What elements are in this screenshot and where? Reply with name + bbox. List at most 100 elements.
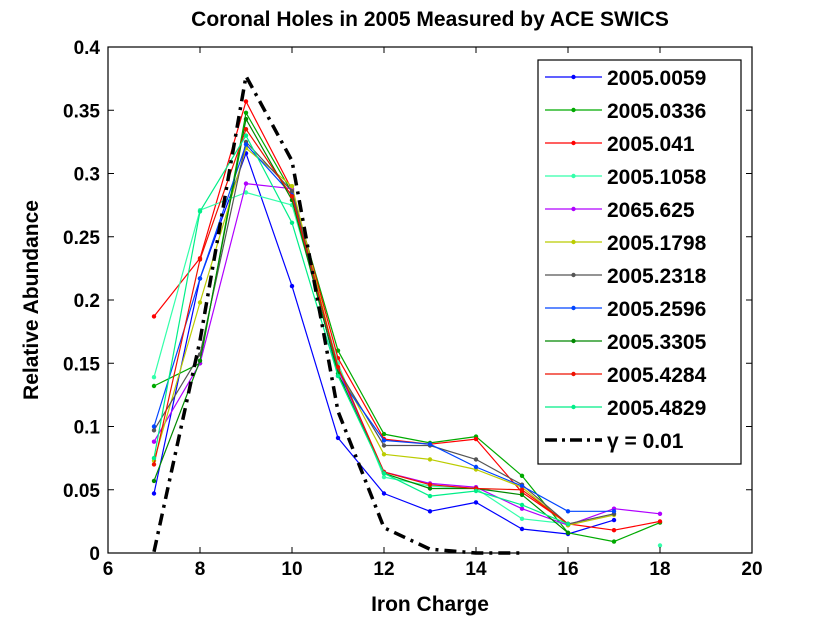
y-tick-label: 0.3 [74, 165, 100, 186]
legend-marker [571, 239, 576, 245]
data-point [151, 462, 157, 467]
legend-entry: 2005.1058 [545, 166, 707, 189]
data-point [519, 473, 525, 478]
data-point [565, 530, 571, 535]
x-tick-label: 10 [281, 559, 302, 580]
y-tick-label: 0 [89, 544, 100, 565]
data-point [243, 99, 249, 104]
data-point [289, 220, 295, 225]
data-point [243, 110, 249, 116]
legend-entry: 2005.3305 [545, 331, 707, 354]
data-point [519, 487, 525, 492]
data-point [335, 373, 341, 379]
legend-label: 2005.0059 [607, 67, 706, 90]
data-point [611, 509, 617, 514]
legend-marker [571, 173, 576, 179]
legend-box [537, 59, 742, 465]
legend-label: 2005.041 [607, 133, 695, 156]
data-point [243, 133, 249, 138]
x-tick-label: 16 [557, 559, 578, 580]
legend-entry: 2005.0336 [545, 100, 706, 123]
data-point [519, 483, 525, 489]
x-tick-label: 20 [741, 559, 762, 580]
data-point [473, 436, 479, 442]
data-point [519, 506, 525, 511]
legend-label: 2005.3305 [607, 331, 707, 354]
data-point [151, 314, 157, 319]
y-tick-label: 0.05 [63, 481, 100, 502]
data-point [519, 516, 525, 521]
legend-label: 2065.625 [607, 199, 695, 222]
data-point [611, 517, 617, 523]
legend-marker [571, 107, 576, 113]
data-point [611, 539, 617, 544]
data-point [243, 190, 249, 195]
legend-label: 2005.1798 [607, 232, 707, 255]
data-point [381, 443, 387, 448]
data-point [243, 142, 249, 147]
data-point [427, 486, 433, 491]
data-point [151, 428, 157, 433]
data-point [197, 276, 203, 281]
legend-marker [571, 140, 576, 146]
data-point [197, 257, 203, 262]
x-tick-label: 14 [465, 559, 487, 580]
y-axis-label: Relative Abundance [20, 200, 43, 400]
data-point [151, 478, 157, 484]
data-point [151, 375, 157, 380]
data-point [335, 435, 341, 441]
legend-marker [571, 206, 576, 212]
data-point [289, 189, 295, 194]
legend-entry: 2065.625 [545, 199, 695, 222]
data-point [473, 488, 479, 494]
data-point [289, 194, 295, 199]
data-point [657, 511, 663, 516]
data-point [565, 521, 571, 527]
data-point [381, 491, 387, 496]
legend-entry: γ = 0.01 [545, 430, 684, 453]
y-tick-label: 0.35 [63, 101, 100, 122]
model-curve [152, 70, 522, 555]
legend-label: γ = 0.01 [607, 430, 684, 453]
data-point [381, 438, 387, 443]
data-point [151, 424, 157, 429]
legend-marker [571, 272, 576, 278]
x-tick-label: 12 [373, 559, 394, 580]
series-line [153, 135, 569, 525]
data-point [197, 358, 203, 363]
y-tick-label: 0.15 [63, 354, 100, 375]
data-point [197, 209, 203, 214]
data-point [427, 442, 433, 447]
y-tick-label: 0.1 [74, 418, 101, 439]
data-point [151, 455, 157, 461]
data-point [381, 471, 387, 476]
data-point [427, 509, 433, 514]
data-point [335, 364, 341, 370]
data-point [243, 127, 249, 132]
data-point [335, 348, 341, 353]
data-point [519, 492, 525, 497]
data-point [197, 300, 203, 305]
y-tick-label: 0.4 [74, 38, 101, 59]
data-point [657, 543, 663, 548]
x-tick-label: 18 [649, 559, 670, 580]
legend-entry: 2005.2318 [545, 265, 707, 288]
series-line [153, 128, 569, 525]
legend-entry: 2005.0059 [545, 67, 706, 90]
y-tick-label: 0.25 [63, 228, 100, 249]
axes-layer: 6 8 10 12 14 16 18 20 0 0.05 0.1 0.15 0.2 0.25 0.3 0.35… [63, 38, 763, 580]
chart-title: Coronal Holes in 2005 Measured by ACE SW… [191, 8, 669, 31]
data-point [243, 181, 249, 186]
legend-label: 2005.4829 [607, 397, 706, 420]
legend-entry: 2005.1798 [545, 232, 707, 255]
legend-entry: 2005.4284 [545, 364, 707, 387]
series-line [153, 112, 661, 543]
data-point [335, 356, 341, 361]
legend-marker [571, 305, 576, 311]
legend: 2005.0059 2005.0336 2005.041 2005.1058 2065.… [537, 59, 742, 465]
data-point [565, 509, 571, 514]
data-point [243, 116, 249, 122]
legend-entry: 2005.041 [545, 133, 695, 156]
y-tick-label: 0.2 [74, 291, 100, 312]
